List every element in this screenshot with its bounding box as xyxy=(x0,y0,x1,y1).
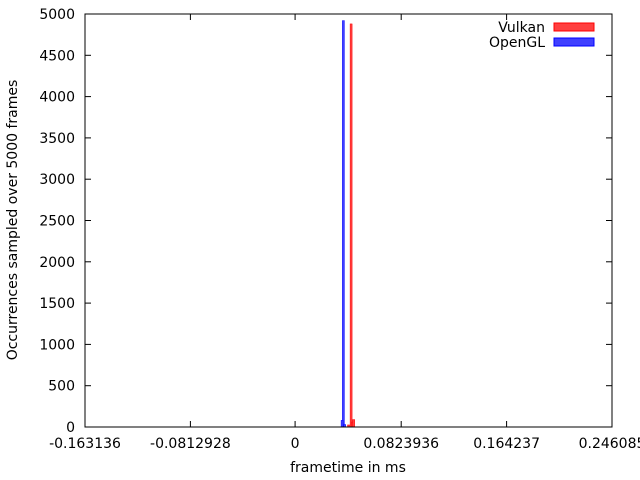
opengl-bar xyxy=(342,20,345,428)
legend-swatch-opengl xyxy=(553,37,595,47)
y-tick-labels: 0 500 1000 1500 2000 2500 3000 3500 4000 4500 5000 xyxy=(39,7,75,436)
y-tick-label: 2000 xyxy=(39,255,75,271)
y-tick-label: 0 xyxy=(66,420,75,436)
x-tick-label: -0.163136 xyxy=(49,436,121,452)
x-tick-label: -0.0812928 xyxy=(150,436,231,452)
x-tick-label: 0.246085 xyxy=(579,436,640,452)
y-tick-label: 1500 xyxy=(39,296,75,312)
x-tick-label: 0 xyxy=(291,436,300,452)
x-axis-title: frametime in ms xyxy=(290,460,406,476)
opengl-bar xyxy=(340,420,344,428)
y-tick-label: 4500 xyxy=(39,48,75,64)
x-tick-labels: -0.163136 -0.0812928 0 0.0823936 0.164237 0.2… xyxy=(49,436,640,452)
x-tick-label: 0.164237 xyxy=(473,436,540,452)
legend-label-vulkan: Vulkan xyxy=(498,20,545,36)
legend-swatch-vulkan xyxy=(553,22,595,32)
vulkan-bar xyxy=(349,23,353,428)
x-tick-label: 0.0823936 xyxy=(363,436,439,452)
y-tick-label: 4000 xyxy=(39,90,75,106)
y-tick-label: 3000 xyxy=(39,172,75,188)
axis-ticks xyxy=(84,13,613,428)
y-tick-label: 2500 xyxy=(39,214,75,230)
plot-bars xyxy=(340,20,355,428)
y-tick-label: 500 xyxy=(48,379,75,395)
y-axis-title: Occurrences sampled over 5000 frames xyxy=(5,80,21,361)
plot-frame xyxy=(84,13,613,428)
y-tick-label: 3500 xyxy=(39,131,75,147)
vulkan-bar xyxy=(352,419,355,428)
legend-label-opengl: OpenGL xyxy=(489,35,545,51)
y-tick-label: 1000 xyxy=(39,337,75,353)
y-tick-label: 5000 xyxy=(39,7,75,23)
